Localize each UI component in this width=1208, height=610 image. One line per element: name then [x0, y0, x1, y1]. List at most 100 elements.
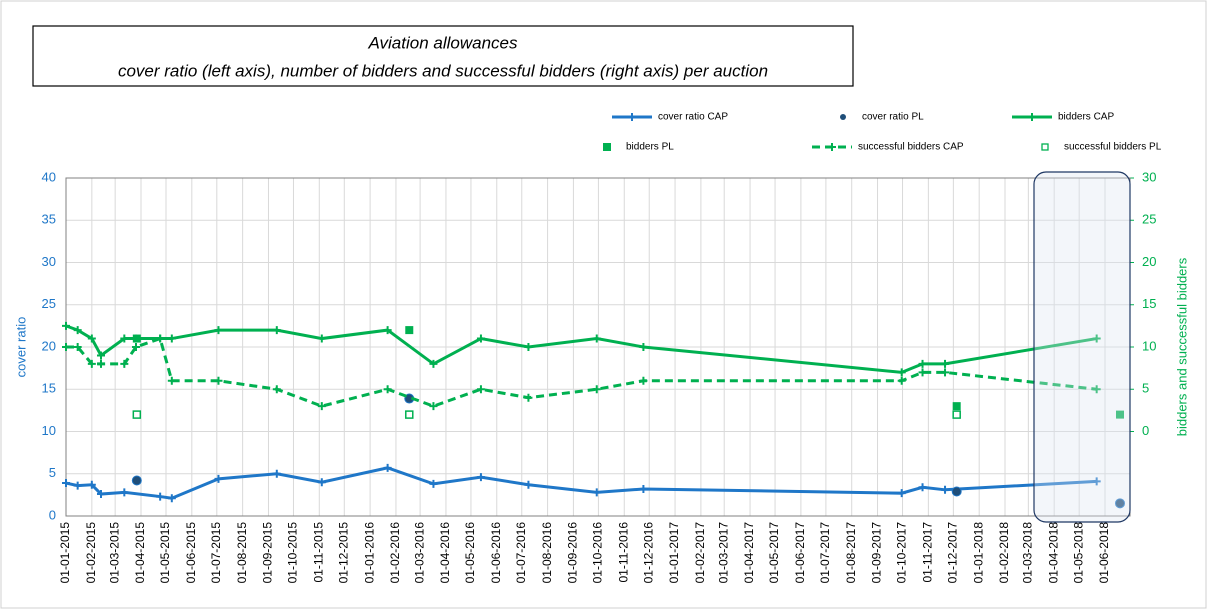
- point: [1115, 498, 1126, 509]
- legend-label: successful bidders CAP: [858, 142, 964, 153]
- point-marker: [73, 481, 82, 490]
- x-tick-label: 01-11-2017: [921, 522, 935, 583]
- point-marker: [383, 463, 392, 472]
- x-tick-label: 01-04-2018: [1046, 522, 1060, 584]
- x-tick-label: 01-06-2015: [184, 522, 198, 584]
- x-tick-label: 01-09-2015: [261, 522, 275, 584]
- x-tick-label: 01-05-2017: [767, 522, 781, 584]
- x-tick-label: 01-08-2017: [844, 522, 858, 584]
- point-marker: [317, 478, 326, 487]
- legend-label: cover ratio CAP: [658, 112, 728, 123]
- y-tick-label: 25: [42, 296, 56, 311]
- y2-tick-label: 0: [1142, 423, 1149, 438]
- point-marker: [87, 359, 96, 368]
- point: [1116, 410, 1125, 419]
- point-marker: [1092, 385, 1101, 394]
- point-marker: [96, 351, 105, 360]
- x-tick-label: 01-01-2015: [58, 522, 72, 584]
- point-marker: [62, 343, 70, 351]
- series-line: [65, 466, 1097, 500]
- x-tick-label: 01-06-2016: [489, 522, 503, 584]
- y2-tick-label: 10: [1142, 338, 1156, 353]
- point: [131, 475, 142, 486]
- legend-swatch: [603, 143, 611, 151]
- legend-label: bidders PL: [626, 142, 674, 153]
- point-marker: [120, 359, 129, 368]
- x-tick-label: 01-05-2016: [463, 522, 477, 584]
- highlight-box: [1033, 171, 1131, 523]
- point-marker: [73, 343, 82, 351]
- point-marker: [429, 402, 438, 411]
- point-marker: [941, 485, 950, 494]
- legend-marker: [828, 143, 836, 151]
- point-marker: [62, 479, 70, 488]
- y-tick-label: 15: [42, 381, 56, 396]
- point-marker: [1092, 334, 1101, 343]
- point-marker: [214, 376, 223, 385]
- point-marker: [167, 334, 176, 343]
- x-tick-label: 01-08-2016: [540, 522, 554, 584]
- point-marker: [317, 334, 326, 343]
- point-marker: [918, 368, 927, 377]
- x-tick-label: 01-02-2017: [693, 522, 707, 584]
- x-tick-label: 01-07-2017: [818, 522, 832, 584]
- x-tick-label: 01-01-2016: [362, 522, 376, 584]
- y-tick-label: 0: [49, 507, 56, 522]
- x-tick-label: 01-11-2016: [616, 522, 630, 583]
- point-marker: [120, 488, 129, 497]
- title-box: [32, 25, 854, 87]
- series-line: [65, 324, 1097, 374]
- legend-label: successful bidders PL: [1064, 142, 1162, 153]
- point-marker: [524, 393, 533, 402]
- x-tick-label: 01-08-2015: [235, 522, 249, 584]
- y2-tick-label: 15: [1142, 296, 1156, 311]
- point: [405, 326, 414, 335]
- x-tick-label: 01-03-2018: [1021, 522, 1035, 584]
- point-marker: [131, 343, 140, 351]
- x-tick-label: 01-07-2016: [514, 522, 528, 584]
- point-marker: [96, 490, 105, 499]
- series-line: [66, 336, 1097, 408]
- point-marker: [476, 385, 485, 394]
- y2-tick-label: 30: [1142, 169, 1156, 184]
- point-marker: [918, 359, 927, 368]
- point-marker: [96, 359, 105, 368]
- point-marker: [429, 479, 438, 488]
- point-marker: [429, 359, 438, 368]
- y2-tick-label: 5: [1142, 381, 1149, 396]
- point-marker: [62, 321, 70, 330]
- x-tick-label: 01-03-2017: [716, 522, 730, 584]
- point-marker: [897, 368, 906, 377]
- point-marker: [214, 326, 223, 335]
- point-marker: [73, 326, 82, 335]
- point-marker: [87, 334, 96, 343]
- point-marker: [272, 469, 281, 478]
- point-marker: [639, 484, 648, 493]
- point-marker: [524, 343, 533, 351]
- x-tick-label: 01-09-2017: [870, 522, 884, 584]
- point-marker: [272, 385, 281, 394]
- point-marker: [120, 334, 129, 343]
- point-marker: [87, 480, 96, 489]
- point-marker: [592, 488, 601, 497]
- x-tick-label: 01-02-2018: [997, 522, 1011, 584]
- x-tick-label: 01-12-2017: [946, 522, 960, 584]
- y-tick-label: 30: [42, 254, 56, 269]
- point-marker: [592, 385, 601, 394]
- point-marker: [317, 402, 326, 411]
- point-marker: [1092, 477, 1101, 486]
- point-marker: [524, 480, 533, 489]
- y-tick-label: 10: [42, 423, 56, 438]
- x-tick-label: 01-03-2015: [107, 522, 121, 584]
- legend-marker: [1028, 113, 1036, 121]
- point-marker: [476, 473, 485, 482]
- point: [132, 410, 142, 419]
- x-tick-label: 01-04-2016: [438, 522, 452, 584]
- x-tick-label: 01-11-2015: [311, 522, 325, 583]
- y-tick-label: 35: [42, 212, 56, 227]
- x-tick-label: 01-06-2018: [1097, 522, 1111, 584]
- point-marker: [156, 492, 165, 501]
- x-tick-label: 01-07-2015: [209, 522, 223, 584]
